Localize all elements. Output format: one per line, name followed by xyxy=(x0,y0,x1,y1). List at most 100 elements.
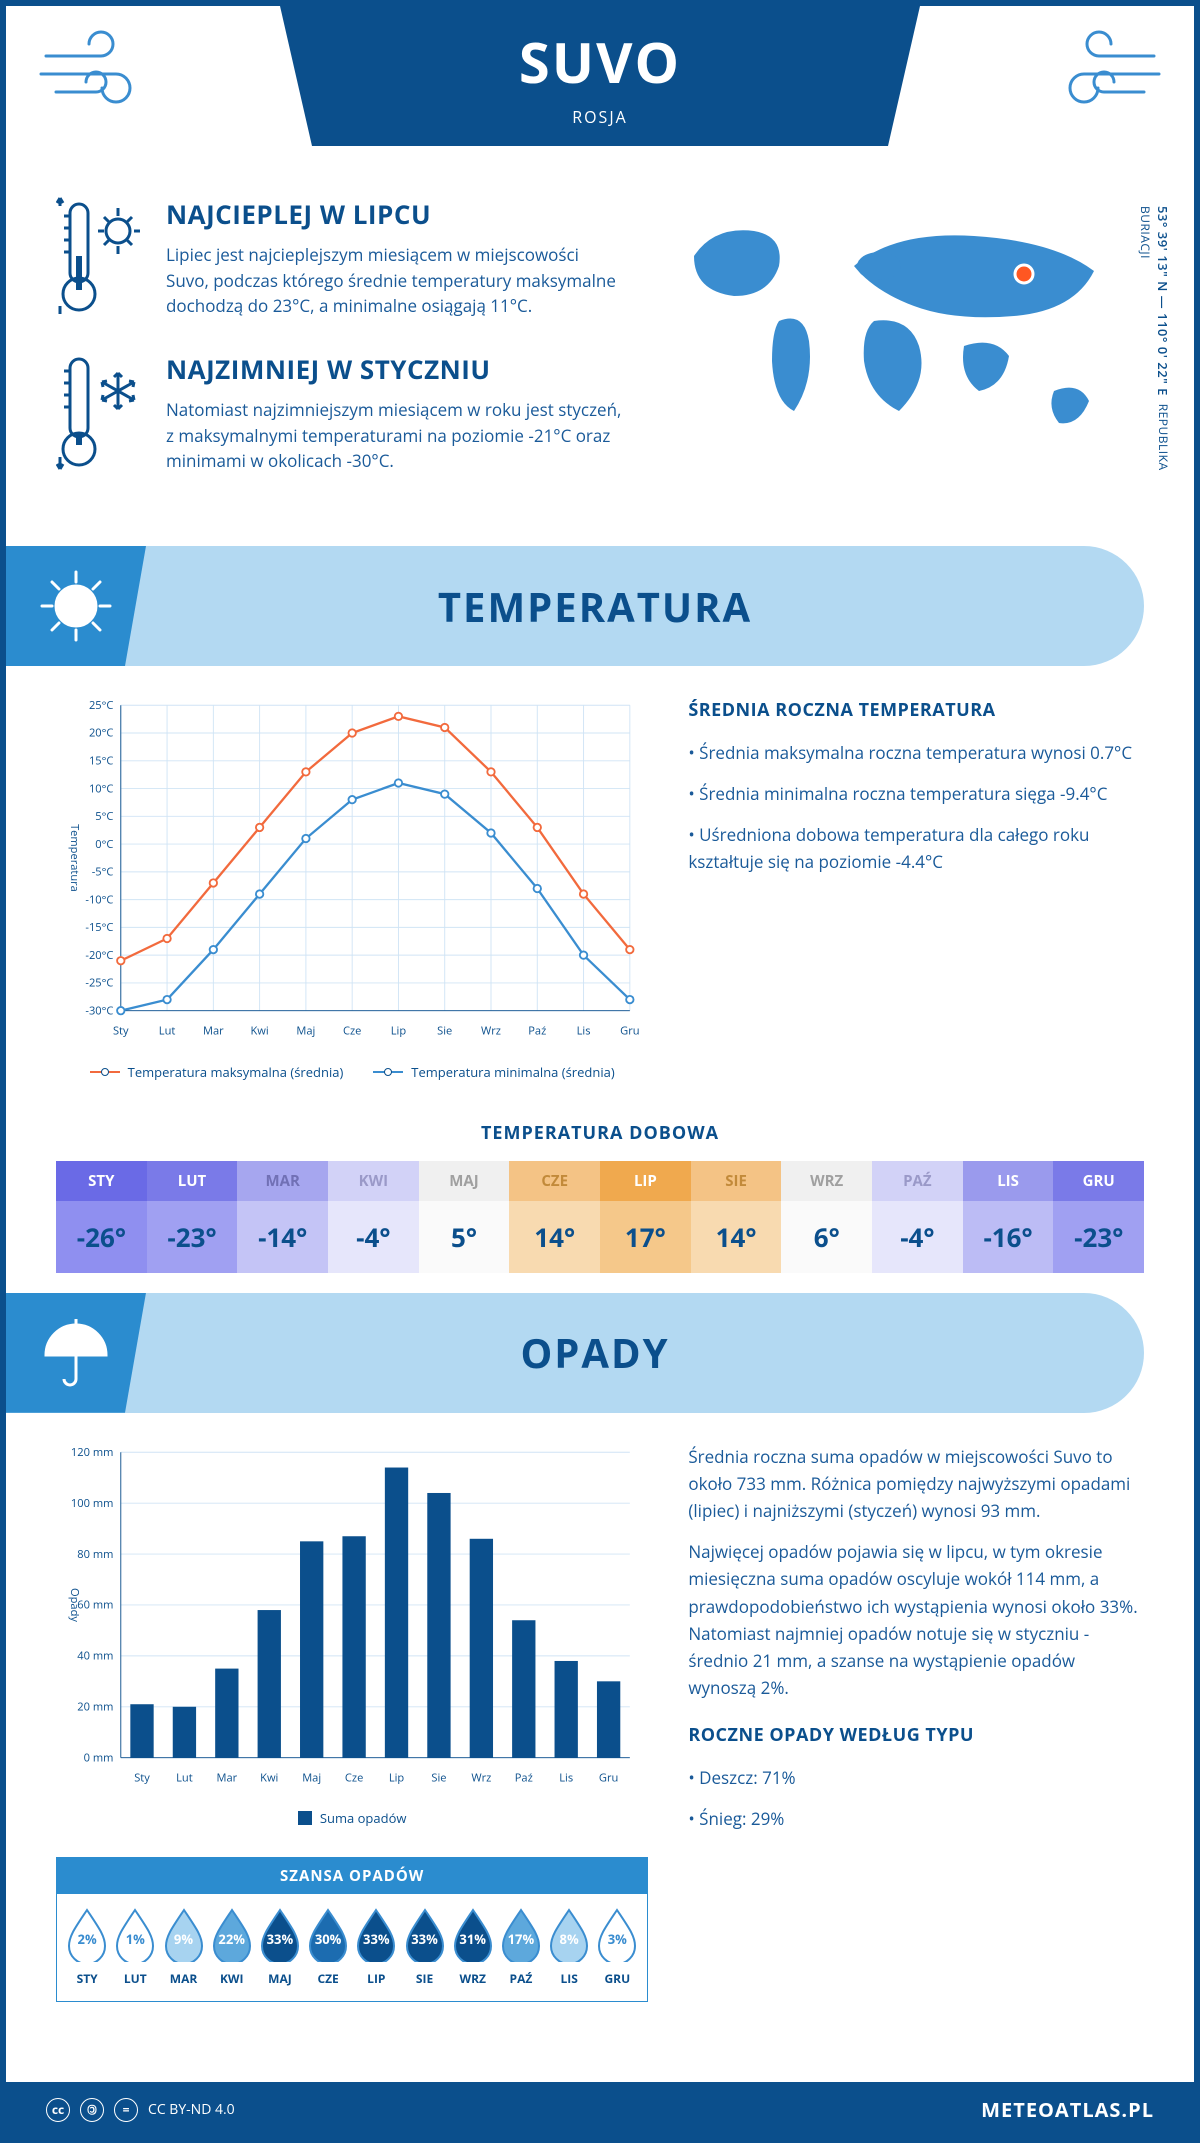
svg-text:40 mm: 40 mm xyxy=(77,1648,113,1663)
daily-temp-cell: SIE 14° xyxy=(691,1161,782,1273)
wind-icon xyxy=(1044,26,1164,137)
license-text: CC BY-ND 4.0 xyxy=(148,2100,235,2119)
temp-summary-title: ŚREDNIA ROCZNA TEMPERATURA xyxy=(688,696,1144,725)
temp-summary: ŚREDNIA ROCZNA TEMPERATURA • Średnia mak… xyxy=(688,696,1144,1081)
wind-icon xyxy=(36,26,156,137)
chance-cell: 2% STY xyxy=(63,1908,111,1987)
svg-text:20°C: 20°C xyxy=(89,726,113,741)
thermometer-snow-icon xyxy=(56,351,146,476)
svg-text:-15°C: -15°C xyxy=(85,920,113,935)
svg-text:Mar: Mar xyxy=(203,1024,224,1039)
city-name: SUVO xyxy=(519,24,681,100)
daily-temp-cell: MAR -14° xyxy=(237,1161,328,1273)
svg-text:Temperatura: Temperatura xyxy=(67,824,82,892)
chance-box: SZANSA OPADÓW 2% STY 1% LUT 9% MAR 22% K… xyxy=(56,1857,648,2002)
nd-icon: = xyxy=(114,2098,138,2122)
chance-title: SZANSA OPADÓW xyxy=(57,1858,647,1894)
drop-icon: 8% xyxy=(547,1908,591,1962)
svg-text:Paź: Paź xyxy=(528,1024,546,1039)
chance-cell: 17% PAŹ xyxy=(497,1908,545,1987)
drop-icon: 2% xyxy=(65,1908,109,1962)
thermometer-sun-icon xyxy=(56,196,146,321)
chance-cell: 8% LIS xyxy=(545,1908,593,1987)
map-col: 53° 39' 13" N — 110° 0' 22" E REPUBLIKA … xyxy=(664,196,1144,506)
warmest-block: NAJCIEPLEJ W LIPCU Lipiec jest najcieple… xyxy=(56,196,624,321)
svg-text:120 mm: 120 mm xyxy=(71,1445,113,1460)
svg-text:-30°C: -30°C xyxy=(85,1003,113,1018)
drop-icon: 17% xyxy=(499,1908,543,1962)
chance-cell: 33% LIP xyxy=(352,1908,400,1987)
license: cc 🄯 = CC BY-ND 4.0 xyxy=(46,2098,235,2122)
svg-text:Paź: Paź xyxy=(515,1770,533,1785)
svg-text:Wrz: Wrz xyxy=(471,1770,491,1785)
daily-temp-cell: KWI -4° xyxy=(328,1161,419,1273)
svg-text:Lip: Lip xyxy=(391,1024,407,1039)
daily-temp-cell: LIS -16° xyxy=(963,1161,1054,1273)
drop-icon: 22% xyxy=(210,1908,254,1962)
drop-icon: 31% xyxy=(451,1908,495,1962)
coldest-block: NAJZIMNIEJ W STYCZNIU Natomiast najzimni… xyxy=(56,351,624,476)
svg-text:Gru: Gru xyxy=(599,1770,618,1785)
svg-text:Lis: Lis xyxy=(577,1024,591,1039)
svg-text:Lut: Lut xyxy=(159,1024,176,1039)
temp-row: 25°C20°C15°C10°C5°C0°C-5°C-10°C-15°C-20°… xyxy=(56,696,1144,1081)
chance-cell: 3% GRU xyxy=(593,1908,641,1987)
svg-text:0 mm: 0 mm xyxy=(84,1750,114,1765)
svg-text:20 mm: 20 mm xyxy=(77,1699,113,1714)
daily-temp-cell: WRZ 6° xyxy=(781,1161,872,1273)
svg-text:Lis: Lis xyxy=(559,1770,573,1785)
svg-text:10°C: 10°C xyxy=(89,781,113,796)
legend-item: Temperatura maksymalna (średnia) xyxy=(90,1063,344,1081)
section-header-temperature: TEMPERATURA xyxy=(6,546,1144,666)
drop-icon: 9% xyxy=(162,1908,206,1962)
precip-type-bullet: • Deszcz: 71% xyxy=(688,1764,1144,1791)
drop-icon: 33% xyxy=(354,1908,398,1962)
svg-text:Mar: Mar xyxy=(216,1770,237,1785)
temp-bullet: • Uśredniona dobowa temperatura dla całe… xyxy=(688,821,1144,875)
svg-text:25°C: 25°C xyxy=(89,698,113,713)
chance-cell: 33% SIE xyxy=(400,1908,448,1987)
svg-text:80 mm: 80 mm xyxy=(77,1546,113,1561)
svg-text:Maj: Maj xyxy=(296,1024,315,1039)
intro-text-col: NAJCIEPLEJ W LIPCU Lipiec jest najcieple… xyxy=(56,196,624,506)
chance-cell: 22% KWI xyxy=(208,1908,256,1987)
svg-text:5°C: 5°C xyxy=(95,809,113,824)
daily-temp-cell: LIP 17° xyxy=(600,1161,691,1273)
svg-text:60 mm: 60 mm xyxy=(77,1597,113,1612)
precip-paragraph: Średnia roczna suma opadów w miejscowośc… xyxy=(688,1443,1144,1525)
umbrella-icon xyxy=(6,1293,146,1413)
svg-text:Gru: Gru xyxy=(620,1024,639,1039)
svg-text:Sty: Sty xyxy=(134,1770,150,1785)
temp-chart: 25°C20°C15°C10°C5°C0°C-5°C-10°C-15°C-20°… xyxy=(56,696,648,1081)
section-title: OPADY xyxy=(186,1325,1004,1380)
svg-text:Sie: Sie xyxy=(431,1770,446,1785)
location-marker xyxy=(1015,265,1033,283)
svg-text:100 mm: 100 mm xyxy=(71,1496,113,1511)
daily-temp-cell: PAŹ -4° xyxy=(872,1161,963,1273)
svg-text:-10°C: -10°C xyxy=(85,892,113,907)
drop-icon: 3% xyxy=(595,1908,639,1962)
precip-chart: 0 mm 20 mm 40 mm 60 mm 80 mm 100 mm 120 mm Sty L… xyxy=(56,1443,648,2003)
coldest-text: Natomiast najzimniejszym miesiącem w rok… xyxy=(166,397,624,474)
header: SUVO ROSJA xyxy=(6,6,1194,176)
daily-temp-cell: STY -26° xyxy=(56,1161,147,1273)
drop-icon: 1% xyxy=(113,1908,157,1962)
temp-bullet: • Średnia minimalna roczna temperatura s… xyxy=(688,780,1144,807)
svg-text:Wrz: Wrz xyxy=(481,1024,501,1039)
daily-temp-cell: MAJ 5° xyxy=(419,1161,510,1273)
warmest-title: NAJCIEPLEJ W LIPCU xyxy=(166,196,624,232)
svg-text:Lut: Lut xyxy=(176,1770,193,1785)
daily-temp-cell: CZE 14° xyxy=(509,1161,600,1273)
drop-icon: 33% xyxy=(258,1908,302,1962)
svg-text:Cze: Cze xyxy=(345,1770,363,1785)
cc-icon: cc xyxy=(46,2098,70,2122)
daily-temp-table: STY -26° LUT -23° MAR -14° KWI -4° MAJ 5… xyxy=(56,1161,1144,1273)
svg-text:15°C: 15°C xyxy=(89,753,113,768)
svg-text:Opady: Opady xyxy=(67,1588,82,1622)
section-header-precip: OPADY xyxy=(6,1293,1144,1413)
svg-text:Cze: Cze xyxy=(343,1024,361,1039)
intro-row: NAJCIEPLEJ W LIPCU Lipiec jest najcieple… xyxy=(56,196,1144,506)
by-icon: 🄯 xyxy=(80,2098,104,2122)
temp-legend: Temperatura maksymalna (średnia)Temperat… xyxy=(56,1063,648,1081)
precip-summary: Średnia roczna suma opadów w miejscowośc… xyxy=(688,1443,1144,2003)
